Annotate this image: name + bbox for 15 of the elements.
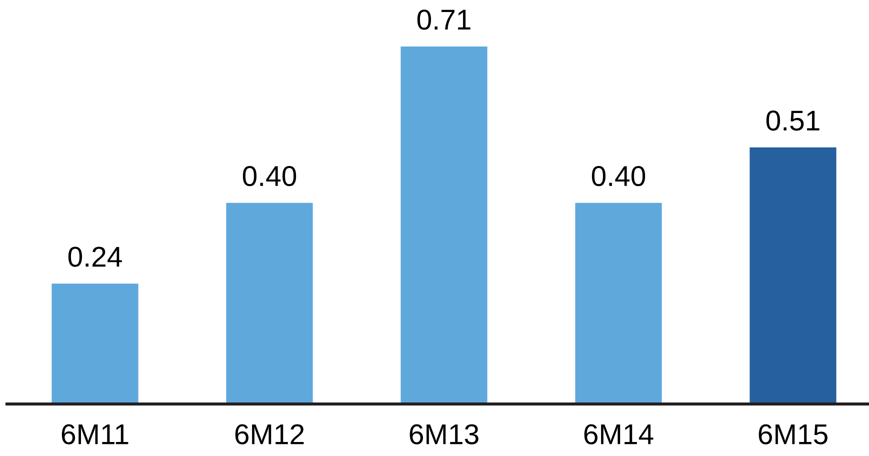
bar <box>399 45 489 404</box>
data-label: 0.40 <box>592 166 646 186</box>
x-tick-label: 6M13 <box>410 424 478 444</box>
x-tick-label: 6M15 <box>758 424 828 444</box>
data-label: 0.71 <box>417 10 470 30</box>
data-label: 0.51 <box>766 110 820 131</box>
bar <box>574 202 664 404</box>
x-tick-label: 6M12 <box>235 424 304 444</box>
data-label: 0.40 <box>242 166 296 186</box>
data-label: 0.24 <box>68 246 122 267</box>
x-tick-label: 6M11 <box>62 424 128 444</box>
x-tick-label: 6M14 <box>584 424 654 444</box>
bar <box>50 282 140 404</box>
bar <box>224 202 314 404</box>
bar <box>748 146 838 404</box>
